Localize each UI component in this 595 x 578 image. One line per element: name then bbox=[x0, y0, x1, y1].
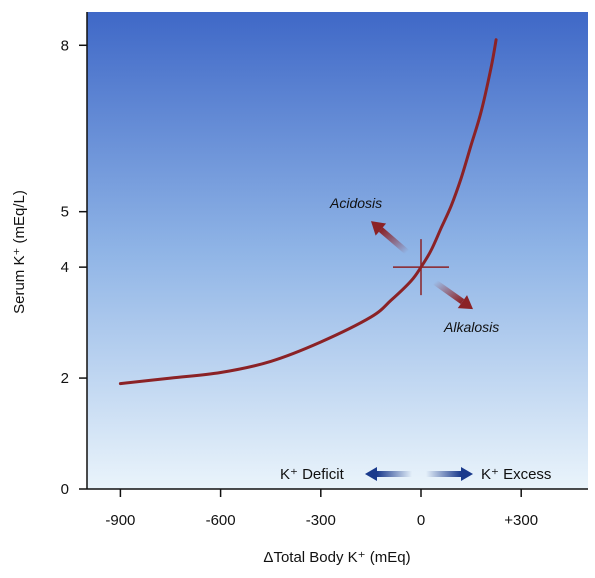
alkalosis-arrow bbox=[433, 279, 473, 310]
shift-arrows bbox=[371, 221, 473, 310]
y-tick-label: 4 bbox=[61, 259, 69, 276]
alkalosis-label: Alkalosis bbox=[443, 319, 499, 335]
y-axis: 0 2 4 5 8 bbox=[61, 12, 88, 498]
x-tick-label: 0 bbox=[417, 512, 425, 529]
reference-crosshair bbox=[393, 239, 449, 296]
deficit-label: K⁺ Deficit bbox=[280, 466, 345, 483]
x-tick-label: +300 bbox=[504, 512, 538, 529]
excess-label: K⁺ Excess bbox=[481, 466, 551, 483]
x-tick-label: -600 bbox=[206, 512, 236, 529]
acidosis-label: Acidosis bbox=[329, 195, 382, 211]
plot-background bbox=[87, 12, 588, 489]
y-tick-label: 2 bbox=[61, 370, 69, 387]
x-axis-label: ΔTotal Body K⁺ (mEq) bbox=[263, 549, 410, 566]
y-axis-label: Serum K⁺ (mEq/L) bbox=[11, 190, 28, 314]
deficit-arrow bbox=[365, 467, 412, 481]
acidosis-arrow bbox=[371, 221, 409, 255]
y-tick-label: 0 bbox=[61, 481, 69, 498]
x-tick-label: -300 bbox=[306, 512, 336, 529]
x-axis: -900 -600 -300 0 +300 bbox=[87, 488, 588, 529]
excess-arrow bbox=[426, 467, 473, 481]
deficit-excess-legend bbox=[365, 467, 473, 481]
y-tick-label: 5 bbox=[61, 204, 69, 221]
y-tick-label: 8 bbox=[61, 37, 69, 54]
x-tick-label: -900 bbox=[105, 512, 135, 529]
